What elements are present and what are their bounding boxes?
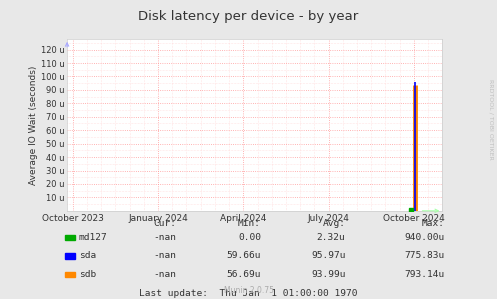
Text: Cur:: Cur: — [154, 219, 176, 228]
Text: 775.83u: 775.83u — [405, 251, 445, 260]
Text: md127: md127 — [79, 233, 107, 242]
Text: Disk latency per device - by year: Disk latency per device - by year — [138, 10, 359, 23]
Text: Avg:: Avg: — [323, 219, 345, 228]
Text: Min:: Min: — [238, 219, 261, 228]
Text: 793.14u: 793.14u — [405, 270, 445, 279]
Text: 2.32u: 2.32u — [317, 233, 345, 242]
Text: 59.66u: 59.66u — [227, 251, 261, 260]
Text: RRDTOOL / TOBI OETIKER: RRDTOOL / TOBI OETIKER — [488, 79, 493, 160]
Text: -nan: -nan — [154, 233, 176, 242]
Y-axis label: Average IO Wait (seconds): Average IO Wait (seconds) — [29, 65, 38, 184]
Text: sdb: sdb — [79, 270, 96, 279]
Text: sda: sda — [79, 251, 96, 260]
Text: 95.97u: 95.97u — [311, 251, 345, 260]
Text: 93.99u: 93.99u — [311, 270, 345, 279]
Text: 0.00: 0.00 — [238, 233, 261, 242]
Text: Munin 2.0.75: Munin 2.0.75 — [224, 286, 273, 295]
Text: 56.69u: 56.69u — [227, 270, 261, 279]
Text: -nan: -nan — [154, 270, 176, 279]
Text: Last update:  Thu Jan  1 01:00:00 1970: Last update: Thu Jan 1 01:00:00 1970 — [139, 289, 358, 298]
Text: 940.00u: 940.00u — [405, 233, 445, 242]
Text: -nan: -nan — [154, 251, 176, 260]
Text: Max:: Max: — [422, 219, 445, 228]
